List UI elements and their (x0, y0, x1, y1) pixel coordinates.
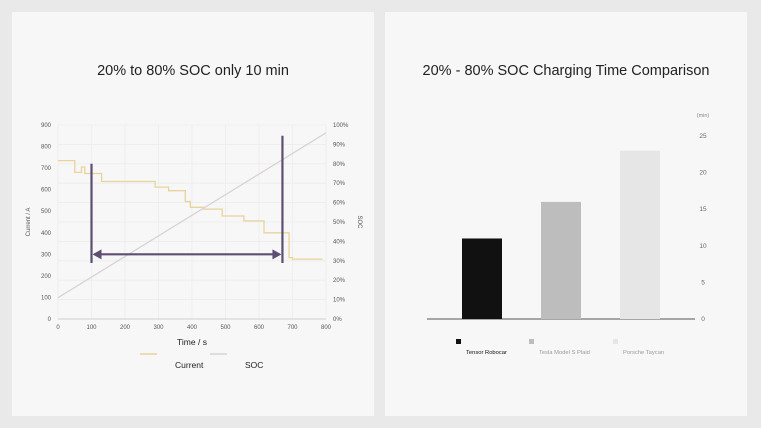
x-tick-label: 100 (86, 325, 97, 331)
y-right-tick-label: 10% (333, 298, 346, 304)
x-tick-label: 300 (153, 325, 164, 331)
y-tick-label: 0 (701, 316, 705, 323)
y-tick-label: 10 (699, 243, 707, 250)
series-line-current (58, 159, 323, 260)
y-tick-label: 20 (699, 170, 707, 177)
y-right-tick-label: 90% (333, 142, 346, 148)
y-right-tick-label: 100% (333, 123, 349, 129)
y-left-tick-label: 500 (41, 209, 52, 215)
y-right-tick-label: 0% (333, 317, 342, 323)
legend-swatch (456, 339, 461, 344)
x-axis-label: Time / s (177, 337, 207, 347)
annotation-arrowhead-right (272, 249, 282, 260)
annotation-arrowhead-left (92, 249, 102, 260)
y-right-axis-label: SOC (356, 215, 362, 229)
legend-swatch (529, 339, 534, 344)
x-tick-label: 200 (120, 325, 131, 331)
legend-label: Current (175, 360, 204, 370)
y-right-tick-label: 30% (333, 259, 346, 265)
left-chart-panel: 20% to 80% SOC only 10 min 0 100 200 300 400… (12, 12, 374, 416)
x-tick-label: 0 (56, 325, 60, 331)
charging-time-bar-chart: 0 5 10 15 20 25 (min) Tensor Robocar Tesla Model… (427, 113, 710, 356)
y-left-tick-label: 200 (41, 274, 52, 280)
x-tick-label: 700 (287, 325, 298, 331)
y-tick-label: 5 (701, 279, 705, 286)
legend-label: SOC (245, 360, 263, 370)
bar (541, 201, 581, 319)
y-left-tick-label: 100 (41, 295, 52, 301)
legend-label: Tesla Model S Plaid (539, 350, 590, 356)
y-tick-label: 15 (699, 206, 707, 213)
y-right-tick-label: 20% (333, 278, 346, 284)
legend-label: Tensor Robocar (466, 350, 507, 356)
y-right-tick-label: 70% (333, 181, 346, 187)
y-right-tick-label: 60% (333, 201, 346, 207)
y-left-tick-label: 400 (41, 231, 52, 237)
y-unit-label: (min) (697, 113, 710, 119)
bar (620, 150, 660, 319)
y-left-axis-label: Current / A (26, 208, 32, 237)
left-chart-title: 20% to 80% SOC only 10 min (97, 63, 289, 79)
soc-current-chart: 0 100 200 300 400 500 600 700 800 0 100 200 300 400 50… (26, 123, 362, 370)
x-tick-label: 500 (220, 325, 231, 331)
y-left-tick-label: 800 (41, 145, 52, 151)
x-tick-label: 400 (187, 325, 198, 331)
legend-label: Porsche Taycan (623, 350, 664, 356)
right-chart-title: 20% - 80% SOC Charging Time Comparison (422, 63, 710, 79)
y-right-tick-label: 80% (333, 162, 346, 168)
bar (462, 238, 502, 319)
x-tick-label: 800 (321, 325, 332, 331)
right-chart-panel: 20% - 80% SOC Charging Time Comparison 0… (385, 12, 747, 416)
y-left-tick-label: 900 (41, 123, 52, 129)
y-right-tick-label: 50% (333, 220, 346, 226)
y-tick-label: 25 (699, 133, 707, 140)
y-left-tick-label: 0 (48, 317, 52, 323)
y-right-tick-label: 40% (333, 239, 346, 245)
y-left-tick-label: 300 (41, 252, 52, 258)
y-left-tick-label: 700 (41, 166, 52, 172)
series-line-soc (57, 132, 327, 299)
legend-swatch (613, 339, 618, 344)
x-tick-label: 600 (254, 325, 265, 331)
y-left-tick-label: 600 (41, 188, 52, 194)
